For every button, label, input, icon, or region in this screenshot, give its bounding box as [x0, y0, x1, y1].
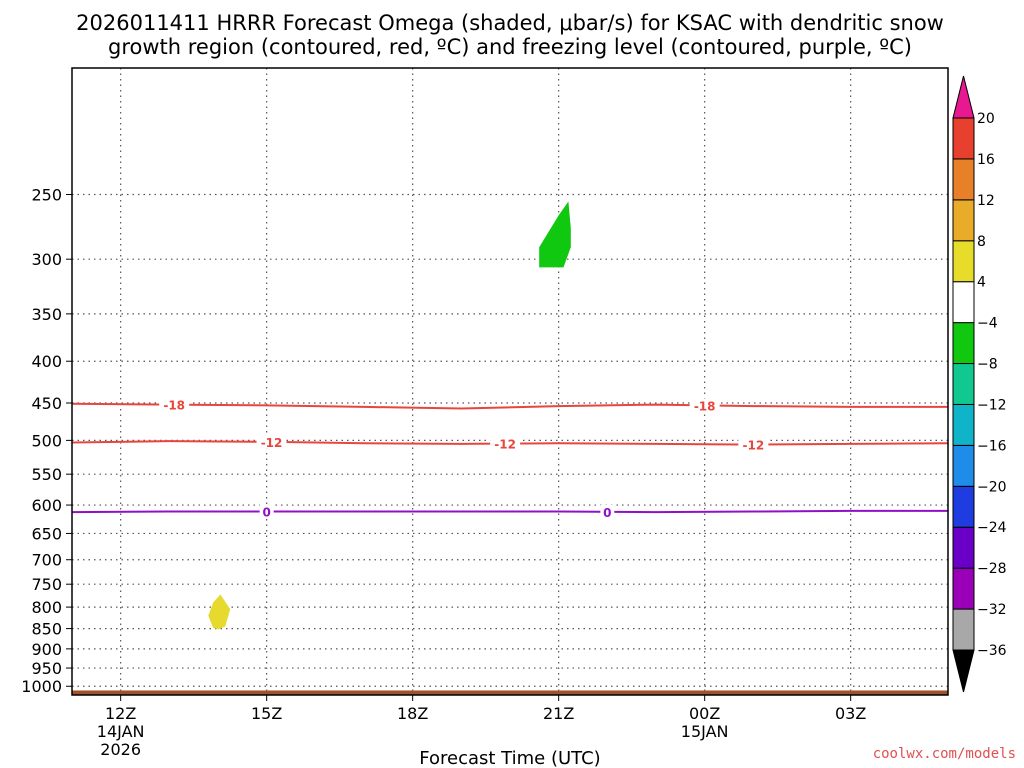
chart-title-line2: growth region (contoured, red, ºC) and f… — [108, 35, 912, 59]
contour-label-1-0: -12 — [261, 436, 283, 450]
x-tick-sublabel-14JAN: 14JAN — [97, 722, 145, 741]
colorbar-box-3 — [952, 526, 975, 569]
colorbar-label-4: −20 — [977, 479, 1007, 495]
colorbar-box-11 — [952, 199, 975, 242]
y-tick-label-850: 850 — [31, 620, 62, 639]
y-tick-label-350: 350 — [31, 305, 62, 324]
contour-label-0-0: -18 — [163, 399, 185, 413]
y-tick-label-600: 600 — [31, 496, 62, 515]
colorbar-box-9 — [952, 281, 975, 324]
colorbar-label-13: 20 — [977, 111, 995, 127]
x-axis-label: Forecast Time (UTC) — [419, 748, 600, 768]
site-credit: coolwx.com/models — [873, 746, 1016, 762]
x-tick-sublabel-2026: 2026 — [100, 740, 141, 759]
colorbar-label-2: −28 — [977, 561, 1007, 577]
colorbar-label-0: −36 — [977, 643, 1007, 659]
x-tick-label-12Z: 12Z — [105, 704, 136, 723]
y-tick-label-950: 950 — [31, 659, 62, 678]
chart-title-line1: 2026011411 HRRR Forecast Omega (shaded, … — [76, 11, 944, 35]
contour-label-2-1: 0 — [603, 506, 611, 520]
y-tick-label-300: 300 — [31, 250, 62, 269]
colorbar-box-5 — [952, 444, 975, 487]
colorbar-label-1: −32 — [977, 602, 1007, 618]
colorbar-box-10 — [952, 240, 975, 283]
y-tick-label-900: 900 — [31, 640, 62, 659]
y-tick-label-700: 700 — [31, 551, 62, 570]
colorbar-box-12 — [952, 158, 975, 201]
omega-region-1 — [208, 594, 231, 630]
contour-line-0 — [71, 402, 948, 410]
contour-label-bg-1-1 — [490, 436, 521, 451]
x-tick-sublabel-15JAN: 15JAN — [681, 722, 729, 741]
x-tick-label-18Z: 18Z — [397, 704, 428, 723]
y-tick-label-550: 550 — [31, 465, 62, 484]
omega-region-0 — [539, 201, 571, 268]
contour-label-bg-1-0 — [256, 434, 287, 449]
y-tick-label-650: 650 — [31, 524, 62, 543]
x-tick-label-00Z: 00Z — [689, 704, 720, 723]
colorbar-arrow-bottom — [952, 649, 975, 693]
contour-label-1-1: -12 — [494, 438, 516, 452]
colorbar: −36 −32 −28 −24 −20 −16 −12 −8 −4 4 8 12 16 20 — [952, 75, 1007, 693]
colorbar-label-11: 12 — [977, 193, 995, 209]
colorbar-box-7 — [952, 363, 975, 405]
terrain-band — [72, 690, 948, 695]
x-tick-label-15Z: 15Z — [251, 704, 282, 723]
contour-label-2-0: 0 — [262, 505, 270, 519]
contour-label-1-2: -12 — [742, 439, 764, 453]
contour-label-bg-0-0 — [159, 397, 190, 412]
contour-line-2 — [71, 509, 948, 514]
contour-label-bg-2-0 — [259, 504, 274, 519]
colorbar-label-5: −16 — [977, 438, 1007, 454]
y-tick-label-750: 750 — [31, 575, 62, 594]
colorbar-box-6 — [952, 403, 975, 446]
colorbar-label-8: −4 — [977, 316, 998, 332]
plot-area: 2503003504004505005506006507007508008509… — [21, 67, 949, 759]
colorbar-box-1 — [952, 608, 975, 651]
y-tick-label-250: 250 — [31, 186, 62, 205]
y-tick-label-800: 800 — [31, 598, 62, 617]
contour-label-bg-1-2 — [738, 437, 769, 452]
colorbar-box-2 — [952, 567, 975, 610]
colorbar-box-8 — [952, 322, 975, 365]
y-tick-label-450: 450 — [31, 394, 62, 413]
y-tick-label-1000: 1000 — [21, 677, 62, 696]
contour-label-0-1: -18 — [694, 399, 716, 413]
colorbar-label-3: −24 — [977, 520, 1007, 536]
colorbar-box-13 — [952, 117, 975, 160]
colorbar-label-10: 8 — [977, 234, 986, 250]
colorbar-label-7: −8 — [977, 357, 998, 373]
colorbar-box-4 — [952, 485, 975, 528]
colorbar-label-9: 4 — [977, 275, 986, 291]
x-tick-label-03Z: 03Z — [835, 704, 866, 723]
colorbar-label-12: 16 — [977, 152, 995, 168]
y-tick-label-500: 500 — [31, 431, 62, 450]
x-tick-label-21Z: 21Z — [543, 704, 574, 723]
colorbar-label-6: −12 — [977, 397, 1007, 413]
y-tick-label-400: 400 — [31, 352, 62, 371]
contour-label-bg-0-1 — [689, 398, 720, 413]
plot-frame — [71, 67, 949, 696]
colorbar-arrow-top — [952, 75, 975, 119]
contour-label-bg-2-1 — [600, 504, 615, 519]
